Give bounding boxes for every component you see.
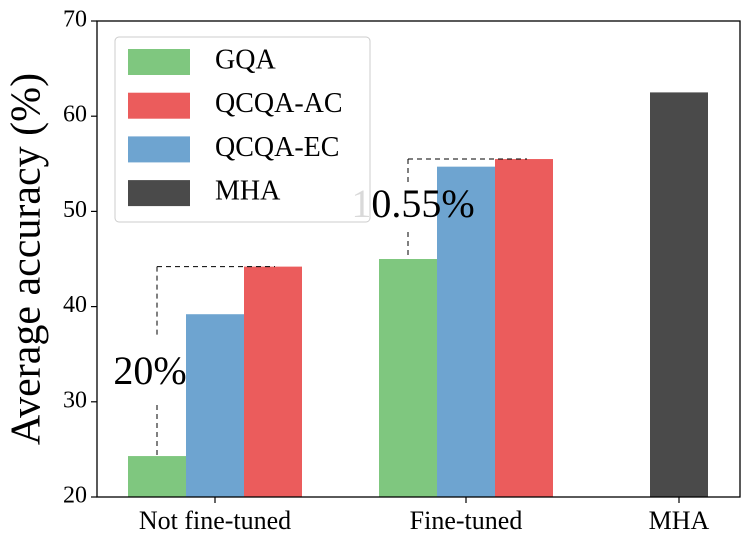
y-tick-label: 70 — [63, 7, 87, 33]
y-tick-label: 20 — [63, 483, 87, 509]
legend-swatch — [128, 49, 190, 75]
legend-label: QCQA-EC — [215, 132, 339, 163]
legend-label: QCQA-AC — [215, 88, 343, 119]
legend-label: MHA — [215, 176, 281, 207]
legend-label: GQA — [215, 44, 276, 75]
bar — [437, 166, 495, 497]
y-tick-label: 50 — [63, 197, 87, 223]
x-tick-label: Not fine-tuned — [139, 506, 291, 535]
plot-frame — [96, 20, 741, 498]
y-tick-label: 60 — [63, 102, 87, 128]
bar — [186, 314, 244, 497]
annotation: 10.55% — [351, 181, 474, 226]
legend-swatch — [128, 136, 190, 163]
legend-box — [114, 36, 371, 223]
bar — [495, 159, 553, 498]
legend-swatch — [128, 92, 190, 119]
legend-swatch — [128, 180, 190, 207]
y-tick-label: 30 — [63, 387, 87, 413]
bar — [244, 266, 302, 497]
y-axis-label: Average accuracy (%) — [4, 73, 50, 445]
bar — [379, 259, 437, 497]
x-tick-label: MHA — [649, 506, 710, 535]
bar — [128, 456, 186, 497]
y-tick-label: 40 — [63, 292, 87, 318]
bar — [650, 92, 708, 498]
x-tick-label: Fine-tuned — [410, 506, 523, 535]
annotation: 20% — [113, 348, 186, 393]
